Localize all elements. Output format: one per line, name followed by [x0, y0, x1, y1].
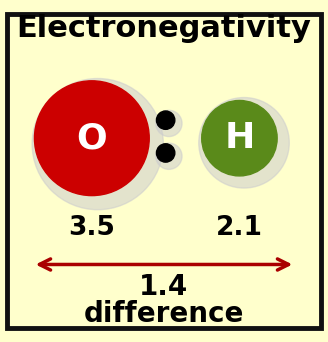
Circle shape [156, 111, 175, 129]
Text: 1.4: 1.4 [139, 274, 189, 301]
Text: Electronegativity: Electronegativity [16, 14, 312, 43]
Circle shape [34, 81, 149, 196]
Text: 2.1: 2.1 [216, 215, 263, 241]
Circle shape [156, 110, 182, 136]
Text: O: O [76, 121, 107, 155]
Circle shape [156, 143, 182, 169]
Circle shape [202, 101, 277, 176]
Circle shape [199, 97, 289, 188]
Circle shape [32, 79, 163, 210]
FancyBboxPatch shape [7, 14, 321, 328]
Text: H: H [224, 121, 255, 155]
Text: 3.5: 3.5 [69, 215, 115, 241]
Text: difference: difference [84, 300, 244, 328]
Circle shape [156, 144, 175, 162]
